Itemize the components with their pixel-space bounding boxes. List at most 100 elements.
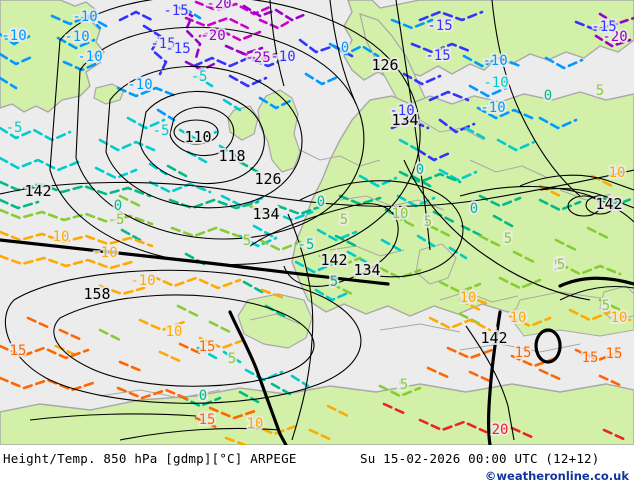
svg-text:142: 142	[320, 251, 347, 269]
svg-text:10: 10	[247, 416, 264, 432]
isotherm-minus5	[0, 74, 536, 388]
svg-text:142: 142	[595, 195, 622, 213]
temperature-contour-label: -5-5	[4, 118, 25, 138]
svg-text:0: 0	[544, 88, 552, 104]
svg-text:5: 5	[424, 214, 432, 230]
svg-text:-10: -10	[77, 49, 102, 65]
temperature-contour-label: 55	[241, 231, 253, 251]
temperature-contour-label: -10-10	[62, 27, 91, 47]
svg-text:5: 5	[596, 83, 604, 99]
svg-text:126: 126	[254, 170, 281, 188]
svg-text:10: 10	[392, 206, 409, 222]
temperature-contour-label: 00	[339, 38, 351, 58]
svg-text:-10: -10	[270, 49, 295, 65]
svg-text:-10: -10	[483, 75, 508, 91]
svg-text:142: 142	[320, 251, 347, 269]
svg-text:15: 15	[199, 412, 216, 428]
svg-text:20: 20	[492, 422, 509, 438]
svg-text:118: 118	[218, 147, 245, 165]
svg-text:110: 110	[184, 128, 211, 146]
svg-text:10: 10	[460, 290, 477, 306]
temperature-contour-label: -5-5	[189, 67, 210, 87]
svg-text:5: 5	[400, 377, 408, 393]
temperature-contour-label: -15-15	[148, 34, 177, 54]
landmass-scandinavia	[343, 0, 634, 81]
svg-text:-25: -25	[245, 50, 270, 66]
svg-text:10: 10	[510, 310, 527, 326]
svg-text:-10: -10	[482, 53, 507, 69]
svg-text:-5: -5	[191, 69, 208, 85]
svg-text:15: 15	[199, 339, 216, 355]
svg-text:5: 5	[398, 378, 406, 394]
temperature-contour-label: 55	[594, 81, 606, 101]
svg-text:5: 5	[554, 258, 562, 274]
svg-text:110: 110	[184, 128, 211, 146]
svg-text:-10: -10	[130, 273, 155, 289]
temperature-contour-label: -10-10	[387, 101, 416, 121]
svg-text:0: 0	[317, 194, 325, 210]
temperature-contour-label: -15-15	[423, 46, 452, 66]
temperature-contour-label: -5-5	[296, 235, 317, 255]
svg-text:142: 142	[480, 329, 507, 347]
svg-text:-10: -10	[480, 100, 505, 116]
temperature-contour-label: 00	[414, 160, 426, 180]
temperature-contour-label: 55	[396, 376, 408, 396]
svg-text:-10: -10	[92, 245, 117, 261]
svg-text:5: 5	[556, 256, 564, 272]
landmass-iberia	[237, 293, 313, 349]
svg-text:0: 0	[341, 40, 349, 56]
svg-text:-15: -15	[591, 19, 616, 35]
svg-text:10: 10	[53, 229, 70, 245]
svg-text:5: 5	[400, 377, 408, 393]
svg-text:142: 142	[24, 182, 51, 200]
temperature-contour-label: -25-25	[243, 48, 272, 68]
isotherm-plus20	[382, 402, 628, 442]
svg-text:5: 5	[424, 214, 432, 230]
svg-text:-15: -15	[150, 36, 175, 52]
svg-text:-15: -15	[163, 3, 188, 19]
svg-text:142: 142	[595, 195, 622, 213]
landmass-ireland	[227, 105, 259, 141]
svg-text:10: 10	[510, 310, 527, 326]
svg-text:-15: -15	[427, 18, 452, 34]
svg-text:-15: -15	[591, 19, 616, 35]
svg-text:5: 5	[340, 212, 348, 228]
svg-text:-15: -15	[163, 3, 188, 19]
svg-text:10: 10	[611, 310, 628, 326]
temperature-contour-label: 55	[555, 255, 567, 275]
temperature-contour-label: -15-15	[589, 17, 618, 37]
temperature-contour-label: -10-10	[70, 7, 99, 27]
svg-text:10: 10	[166, 324, 183, 340]
svg-text:5: 5	[243, 233, 251, 249]
svg-text:15: 15	[582, 350, 599, 366]
svg-text:118: 118	[218, 147, 245, 165]
svg-text:-25: -25	[245, 50, 270, 66]
svg-text:15: 15	[606, 346, 623, 362]
isotherm-minus20	[174, 4, 634, 72]
svg-text:5: 5	[228, 351, 236, 367]
isotherm-plus10	[0, 174, 632, 445]
svg-text:-10: -10	[64, 29, 89, 45]
svg-text:0: 0	[317, 194, 325, 210]
svg-text:10: 10	[609, 165, 626, 181]
svg-text:10: 10	[611, 310, 628, 326]
weather-map-canvas[interactable]: 110 110 118 118 126 126 134 134 126 126 134 134 142 1…	[0, 0, 634, 445]
svg-text:-5: -5	[6, 120, 23, 136]
temperature-contour-label: -10-10	[481, 73, 510, 93]
temperature-contour-label: 00	[112, 196, 124, 216]
temperature-contour-label: -5-5	[151, 121, 172, 141]
svg-text:5: 5	[557, 257, 565, 273]
temperature-contour-label: -10-10	[75, 47, 104, 67]
svg-text:-10: -10	[389, 103, 414, 119]
